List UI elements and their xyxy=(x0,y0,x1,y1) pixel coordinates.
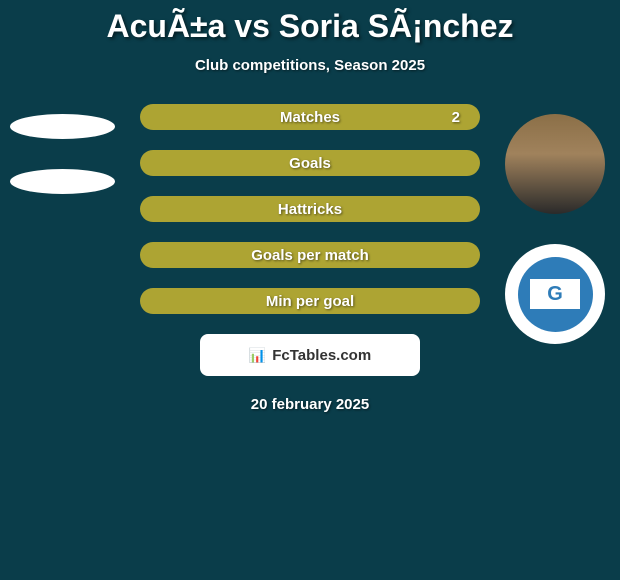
attribution-badge: 📊 FcTables.com xyxy=(200,334,420,376)
subtitle: Club competitions, Season 2025 xyxy=(0,57,620,74)
content-area: G Matches 2 Goals Hattricks Goals per ma… xyxy=(0,104,620,413)
player-photo-inner xyxy=(505,114,605,214)
stat-bar-hattricks: Hattricks xyxy=(140,196,480,222)
stat-label: Hattricks xyxy=(278,201,342,218)
stat-label: Matches xyxy=(280,109,340,126)
team-logo-center: G xyxy=(530,279,580,309)
player-photo xyxy=(505,114,605,214)
page-title: AcuÃ±a vs Soria SÃ¡nchez xyxy=(0,0,620,45)
team-logo: G xyxy=(505,244,605,344)
stat-bar-goals: Goals xyxy=(140,150,480,176)
placeholder-ellipse-2 xyxy=(10,169,115,194)
placeholder-ellipse-1 xyxy=(10,114,115,139)
attribution-text: FcTables.com xyxy=(272,347,371,364)
team-logo-inner: G xyxy=(518,257,593,332)
date-text: 20 february 2025 xyxy=(0,396,620,413)
stat-value: 2 xyxy=(452,109,460,126)
stat-bar-matches: Matches 2 xyxy=(140,104,480,130)
stat-bar-min-per-goal: Min per goal xyxy=(140,288,480,314)
stat-label: Goals per match xyxy=(251,247,369,264)
team-logo-letter: G xyxy=(547,283,563,306)
left-player-placeholders xyxy=(10,114,115,224)
chart-icon: 📊 xyxy=(249,347,266,364)
stat-bar-goals-per-match: Goals per match xyxy=(140,242,480,268)
stat-label: Min per goal xyxy=(266,293,354,310)
stats-container: Matches 2 Goals Hattricks Goals per matc… xyxy=(140,104,480,314)
right-player-section: G xyxy=(505,114,605,344)
stat-label: Goals xyxy=(289,155,331,172)
